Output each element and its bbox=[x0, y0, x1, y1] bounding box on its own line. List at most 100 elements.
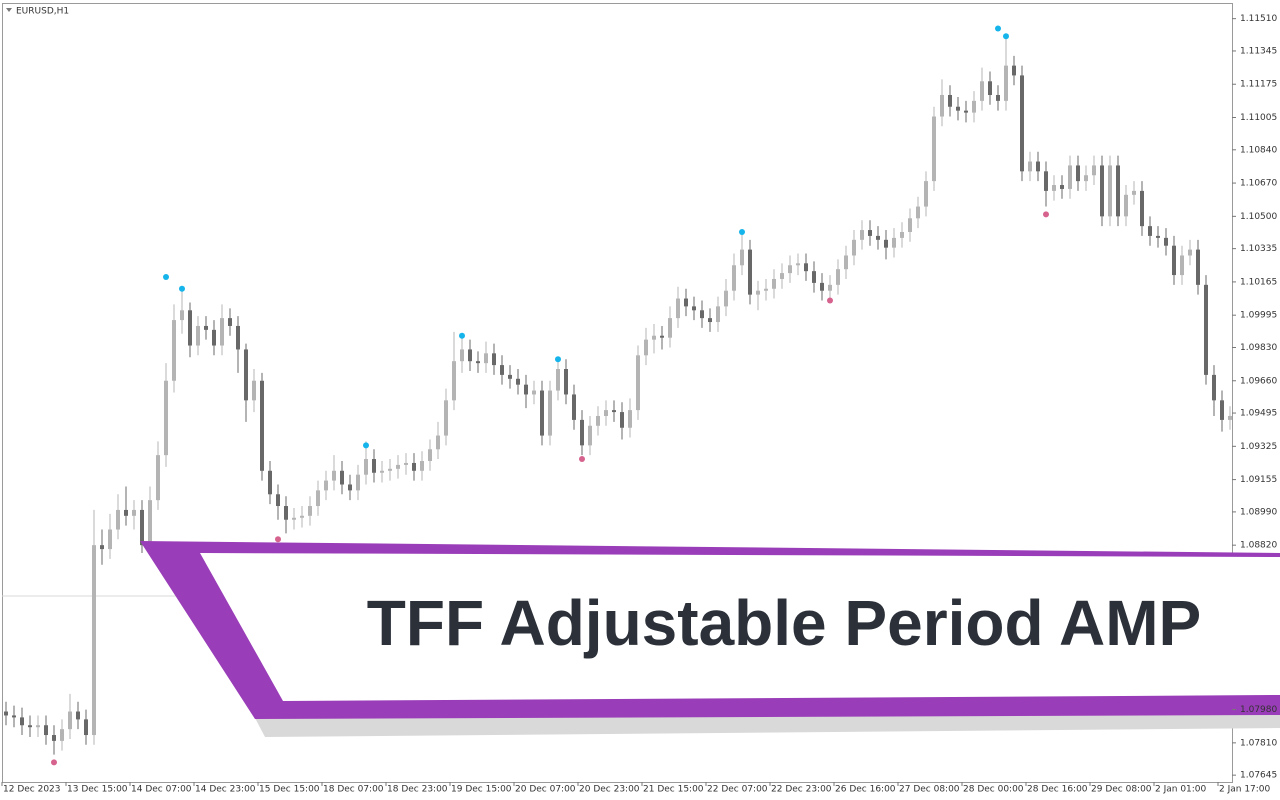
candle-body bbox=[1180, 255, 1184, 276]
candle-body bbox=[212, 329, 216, 346]
candle-body bbox=[548, 390, 552, 436]
candle-body bbox=[788, 265, 792, 274]
candle-body bbox=[668, 318, 672, 338]
y-tick-label: 1.08820 bbox=[1240, 541, 1277, 551]
y-tick-label: 1.08990 bbox=[1240, 507, 1277, 517]
x-tick-label: 12 Dec 2023 bbox=[3, 785, 61, 795]
y-tick-label: 1.09325 bbox=[1240, 442, 1277, 452]
candle-body bbox=[652, 335, 656, 340]
candle-body bbox=[452, 361, 456, 401]
candle-body bbox=[620, 412, 624, 428]
candle-body bbox=[1156, 235, 1160, 238]
candle-body bbox=[964, 110, 968, 113]
candle-body bbox=[972, 100, 976, 113]
x-tick-label: 13 Dec 15:00 bbox=[67, 785, 128, 795]
candle-body bbox=[1228, 415, 1232, 420]
candle-body bbox=[1068, 165, 1072, 189]
candle-body bbox=[780, 273, 784, 279]
candle-body bbox=[524, 384, 528, 395]
candle-body bbox=[316, 490, 320, 507]
candle-body bbox=[460, 349, 464, 362]
x-tick-label: 20 Dec 23:00 bbox=[579, 785, 640, 795]
candle-body bbox=[1124, 194, 1128, 217]
x-tick-label: 14 Dec 07:00 bbox=[131, 785, 192, 795]
candle-body bbox=[612, 410, 616, 413]
banner-panel bbox=[200, 553, 1280, 701]
candle-body bbox=[884, 239, 888, 248]
candle-body bbox=[1164, 237, 1168, 246]
candle-body bbox=[28, 725, 32, 728]
candle-body bbox=[276, 494, 280, 507]
candle-body bbox=[948, 94, 952, 107]
y-tick-label: 1.07980 bbox=[1240, 705, 1277, 715]
candle-body bbox=[588, 425, 592, 446]
x-tick-label: 22 Dec 07:00 bbox=[707, 785, 768, 795]
candle-body bbox=[988, 81, 992, 95]
signal-dot bbox=[275, 536, 281, 543]
x-tick-label: 29 Dec 08:00 bbox=[1091, 785, 1152, 795]
candle-body bbox=[1084, 175, 1088, 182]
candle-body bbox=[1204, 284, 1208, 375]
x-tick-label: 15 Dec 15:00 bbox=[259, 785, 320, 795]
candle-body bbox=[1196, 249, 1200, 285]
candle-body bbox=[604, 410, 608, 416]
candle-body bbox=[100, 545, 104, 550]
candle-body bbox=[1052, 185, 1056, 191]
candle-body bbox=[932, 116, 936, 182]
banner-title: TFF Adjustable Period AMP bbox=[367, 587, 1201, 659]
candle-body bbox=[60, 729, 64, 741]
candle-body bbox=[1044, 171, 1048, 191]
signal-dot bbox=[1043, 211, 1049, 218]
candle-body bbox=[204, 325, 208, 330]
candle-body bbox=[140, 509, 144, 546]
candle-body bbox=[1172, 245, 1176, 276]
signal-dot bbox=[739, 229, 745, 236]
candle-body bbox=[572, 394, 576, 420]
banner: TFF Adjustable Period AMP bbox=[140, 541, 1280, 737]
candle-body bbox=[300, 515, 304, 518]
candle-body bbox=[220, 318, 224, 346]
candle-body bbox=[420, 461, 424, 471]
candle-body bbox=[724, 290, 728, 307]
candle-body bbox=[356, 474, 360, 491]
candle-body bbox=[1220, 400, 1224, 420]
candle-body bbox=[12, 715, 16, 718]
candle-body bbox=[4, 711, 8, 716]
candle-body bbox=[164, 380, 168, 456]
candle-body bbox=[492, 353, 496, 366]
candle-body bbox=[764, 288, 768, 291]
candle-body bbox=[796, 263, 800, 266]
candle-body bbox=[1076, 165, 1080, 182]
candle-body bbox=[868, 230, 872, 236]
x-tick-label: 22 Dec 23:00 bbox=[771, 785, 832, 795]
candle-body bbox=[740, 249, 744, 266]
candle-body bbox=[484, 353, 488, 364]
candle-body bbox=[1100, 165, 1104, 217]
candle-body bbox=[644, 339, 648, 356]
candle-body bbox=[1140, 190, 1144, 227]
candle-body bbox=[380, 470, 384, 473]
candle-body bbox=[812, 271, 816, 283]
candle-body bbox=[628, 410, 632, 428]
candle-body bbox=[844, 255, 848, 270]
candle-body bbox=[76, 711, 80, 720]
candle-body bbox=[1020, 75, 1024, 172]
candle-body bbox=[116, 509, 120, 530]
y-tick-label: 1.11510 bbox=[1240, 14, 1277, 24]
signal-dot bbox=[1003, 33, 1009, 40]
candle-body bbox=[900, 232, 904, 238]
candle-body bbox=[1092, 165, 1096, 176]
y-tick-label: 1.10840 bbox=[1240, 145, 1277, 155]
x-tick-label: 20 Dec 07:00 bbox=[515, 785, 576, 795]
candle-body bbox=[956, 106, 960, 111]
x-tick-label: 27 Dec 08:00 bbox=[899, 785, 960, 795]
candle-body bbox=[716, 306, 720, 323]
candle-body bbox=[1132, 190, 1136, 195]
y-tick-label: 1.11345 bbox=[1240, 46, 1277, 56]
candle-body bbox=[444, 400, 448, 436]
candle-body bbox=[1060, 185, 1064, 189]
candle-body bbox=[1148, 226, 1152, 236]
candle-body bbox=[556, 369, 560, 391]
candle-body bbox=[820, 282, 824, 291]
